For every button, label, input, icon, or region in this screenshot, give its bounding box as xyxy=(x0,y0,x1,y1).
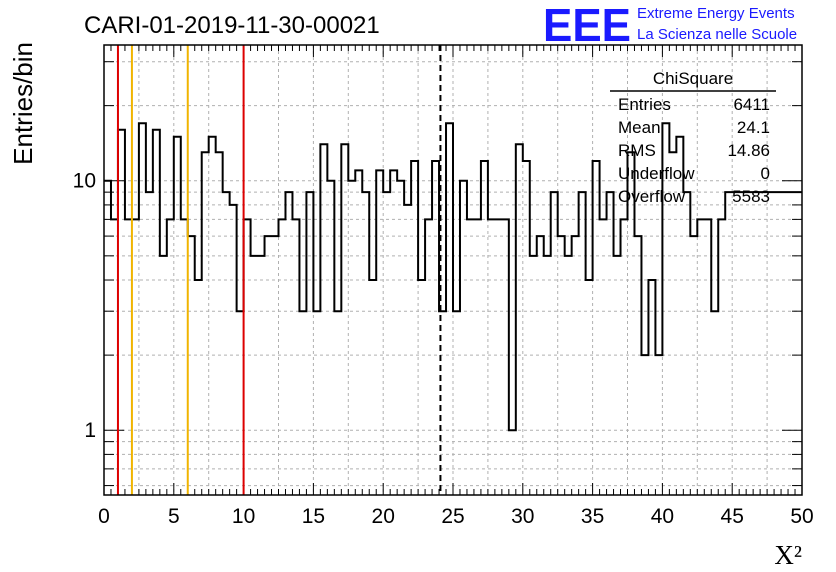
x-tick-label: 0 xyxy=(98,505,110,528)
stats-value-entries: 6411 xyxy=(733,95,770,114)
stats-value-rms: 14.86 xyxy=(727,141,770,160)
x-tick-label: 20 xyxy=(372,505,395,528)
stats-value-underflow: 0 xyxy=(761,164,770,183)
stats-value-mean: 24.1 xyxy=(737,118,770,137)
stats-label-rms: RMS xyxy=(618,141,656,160)
x-tick-label: 15 xyxy=(302,505,325,528)
x-tick-label: 10 xyxy=(232,505,255,528)
stats-box: ChiSquare Entries 6411 Mean 24.1 RMS 14.… xyxy=(610,69,776,206)
x-tick-label: 35 xyxy=(581,505,604,528)
stats-label-mean: Mean xyxy=(618,118,661,137)
eee-logo: EEE xyxy=(543,0,631,51)
stats-label-underflow: Underflow xyxy=(618,164,695,183)
x-axis-label: X² xyxy=(774,540,802,570)
x-tick-label: 25 xyxy=(441,505,464,528)
tick-labels: 0 5 10 15 20 25 30 35 40 45 50 1 10 xyxy=(73,170,814,528)
stats-label-entries: Entries xyxy=(618,95,671,114)
logo-line-1: Extreme Energy Events xyxy=(637,5,795,22)
x-tick-label: 45 xyxy=(721,505,744,528)
x-tick-label: 40 xyxy=(651,505,674,528)
y-axis-label: Entries/bin xyxy=(8,42,38,165)
run-title: CARI-01-2019-11-30-00021 xyxy=(84,12,380,39)
y-tick-label: 1 xyxy=(84,419,96,442)
stats-title: ChiSquare xyxy=(653,69,733,88)
x-tick-label: 50 xyxy=(790,505,813,528)
x-tick-label: 30 xyxy=(511,505,534,528)
histogram-line xyxy=(104,122,802,432)
logo-line-2: La Scienza nelle Scuole xyxy=(637,26,797,43)
marker-lines xyxy=(116,45,442,495)
y-tick-label: 10 xyxy=(73,170,96,193)
x-tick-label: 5 xyxy=(168,505,180,528)
stats-label-overflow: Overflow xyxy=(618,187,686,206)
stats-value-overflow: 5583 xyxy=(732,187,770,206)
axis-ticks xyxy=(103,45,803,495)
plot-frame xyxy=(103,44,803,496)
